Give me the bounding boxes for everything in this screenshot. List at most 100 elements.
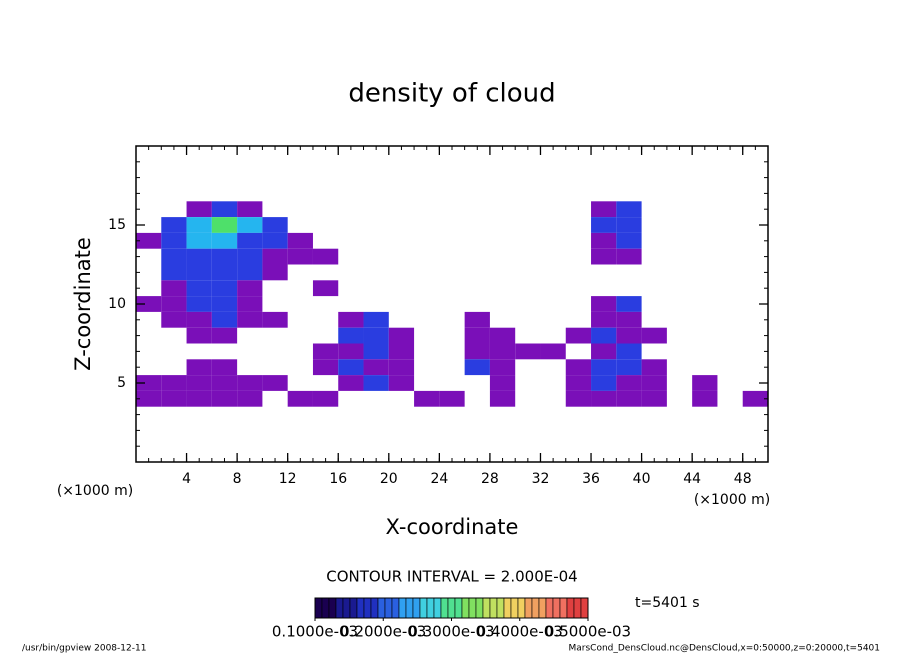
cell xyxy=(717,280,742,296)
cell xyxy=(186,264,212,281)
cell xyxy=(414,201,439,217)
cell xyxy=(515,201,540,217)
cell xyxy=(591,201,617,218)
cell xyxy=(237,232,263,249)
cell xyxy=(389,249,414,265)
chart-title: density of cloud xyxy=(348,79,555,109)
cell xyxy=(566,344,591,360)
cell xyxy=(262,201,287,217)
cell xyxy=(237,296,263,312)
cell xyxy=(237,390,263,407)
cell xyxy=(288,312,313,328)
colorbar-stripe xyxy=(552,597,561,619)
cell xyxy=(591,375,617,391)
cell xyxy=(490,233,515,249)
cell xyxy=(641,327,667,344)
cell xyxy=(591,265,616,281)
cell xyxy=(262,232,288,249)
cell xyxy=(692,249,717,265)
cell xyxy=(338,296,363,312)
cell xyxy=(464,311,490,328)
cell xyxy=(667,375,692,391)
cell xyxy=(186,390,212,407)
cell xyxy=(211,311,238,328)
cell xyxy=(364,233,389,249)
cell xyxy=(667,328,692,344)
colorbar-stripe xyxy=(377,597,386,619)
cell xyxy=(389,217,414,233)
cell xyxy=(161,311,187,328)
cell xyxy=(616,232,642,249)
cell xyxy=(717,375,742,391)
colorbar-stripe xyxy=(440,597,449,619)
cell xyxy=(692,233,717,249)
cell xyxy=(464,327,490,344)
cell xyxy=(515,233,540,249)
colorbar-stripe xyxy=(489,597,498,619)
cell xyxy=(515,296,540,312)
cell xyxy=(515,249,540,265)
cell xyxy=(465,217,490,233)
colorbar-stripe xyxy=(545,597,554,619)
colorbar-stripe xyxy=(496,597,505,619)
cell xyxy=(288,280,313,296)
cell xyxy=(515,391,540,407)
cell xyxy=(465,201,490,217)
cell xyxy=(465,391,490,407)
cell xyxy=(667,344,692,360)
cell xyxy=(667,391,692,407)
colorbar-stripe xyxy=(356,597,365,619)
cell xyxy=(540,343,566,360)
cell xyxy=(288,359,313,375)
cell xyxy=(692,217,717,233)
cell xyxy=(187,344,212,360)
cell xyxy=(388,359,415,376)
cell xyxy=(465,296,490,312)
cell xyxy=(364,265,389,281)
cell xyxy=(616,327,642,344)
cell xyxy=(364,217,389,233)
cell xyxy=(692,265,717,281)
cell xyxy=(565,375,592,391)
cell xyxy=(540,328,565,344)
cell xyxy=(692,359,717,375)
cell xyxy=(515,375,540,391)
cell xyxy=(465,375,490,391)
cell xyxy=(439,344,464,360)
cell xyxy=(288,296,313,312)
cell xyxy=(566,312,591,328)
x-tick-label: 16 xyxy=(329,471,347,487)
colorbar-stripe xyxy=(384,597,393,619)
cell xyxy=(515,217,540,233)
cell xyxy=(616,311,642,328)
cell xyxy=(237,248,263,265)
cell xyxy=(313,265,338,281)
cell xyxy=(439,249,464,265)
colorbar-stripe xyxy=(342,597,351,619)
cell xyxy=(465,233,490,249)
cell xyxy=(540,312,565,328)
cell xyxy=(363,311,389,328)
cell xyxy=(717,233,742,249)
cell xyxy=(464,343,490,360)
cell xyxy=(313,312,338,328)
cell xyxy=(642,249,667,265)
cell xyxy=(338,201,363,217)
cell xyxy=(490,201,515,217)
cell xyxy=(312,248,339,265)
x-tick-label: 32 xyxy=(532,471,550,487)
cell xyxy=(262,280,287,296)
y-axis-label: Z-coordinate xyxy=(71,237,95,371)
cell xyxy=(338,280,363,296)
cell xyxy=(388,343,415,360)
cell xyxy=(717,328,742,344)
cell xyxy=(489,343,516,360)
cell xyxy=(742,390,768,407)
cell xyxy=(489,327,516,344)
cell xyxy=(414,280,439,296)
cell xyxy=(161,344,186,360)
cell xyxy=(717,249,742,265)
x-axis-label: X-coordinate xyxy=(386,515,519,539)
cell xyxy=(489,375,516,391)
cell xyxy=(389,201,414,217)
